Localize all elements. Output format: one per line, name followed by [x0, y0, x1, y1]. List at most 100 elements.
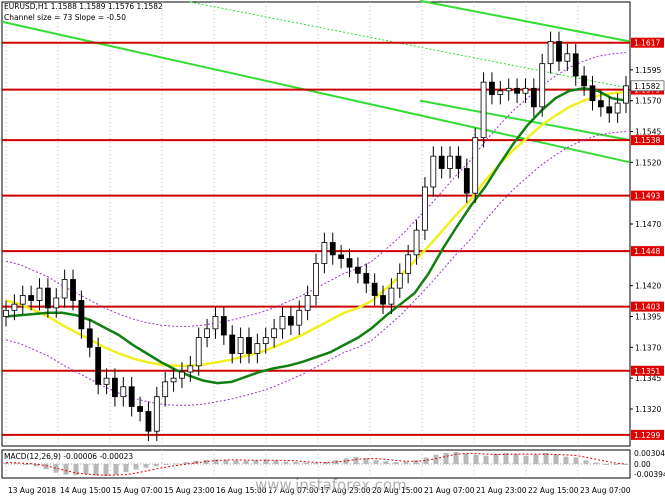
- y-tick-label: 1.1470: [635, 220, 661, 229]
- candle-body: [71, 280, 76, 301]
- macd-bar: [574, 458, 579, 464]
- candle-body: [246, 337, 251, 353]
- macd-bar: [404, 462, 409, 464]
- macd-bar: [474, 455, 479, 464]
- candle-body: [506, 88, 511, 90]
- macd-bar: [184, 462, 189, 464]
- y-tick-label: 1.1370: [635, 343, 661, 352]
- candle-body: [498, 91, 503, 95]
- macd-bar: [464, 454, 469, 464]
- macd-bar: [44, 464, 49, 469]
- macd-bar: [314, 463, 319, 464]
- candle-body: [347, 259, 352, 268]
- candle-body: [297, 310, 302, 325]
- x-tick-label: 15 Aug 07:00: [112, 486, 163, 495]
- candle-body: [540, 64, 545, 107]
- macd-bar: [384, 461, 389, 464]
- macd-bar: [374, 460, 379, 464]
- candle-body: [481, 82, 486, 137]
- macd-bar: [294, 462, 299, 464]
- macd-y-tick-label: -0.003944: [634, 470, 665, 479]
- x-tick-label: 14 Aug 15:00: [60, 486, 111, 495]
- macd-bar: [604, 464, 609, 465]
- macd-bar: [444, 453, 449, 464]
- candle-body: [221, 317, 226, 336]
- macd-bar: [244, 461, 249, 464]
- candle-body: [4, 310, 9, 316]
- macd-bar: [154, 464, 159, 466]
- candle-body: [556, 41, 561, 61]
- macd-bar: [124, 464, 129, 472]
- candle-body: [406, 255, 411, 273]
- candle-body: [473, 138, 478, 194]
- candle-body: [62, 280, 67, 299]
- macd-bar: [234, 460, 239, 464]
- candle-body: [238, 337, 243, 353]
- candle-body: [330, 243, 335, 255]
- candle-body: [322, 243, 327, 264]
- x-tick-label: 13 Aug 2018: [8, 486, 56, 495]
- watermark: www.instaforex.com: [255, 476, 407, 494]
- candle-body: [422, 187, 427, 230]
- candle-body: [431, 156, 436, 187]
- candle-body: [615, 103, 620, 113]
- macd-y-tick-label: 0.00: [634, 460, 651, 469]
- y-tick-label: 1.1395: [635, 313, 661, 322]
- candle-body: [364, 273, 369, 283]
- candle-body: [573, 54, 578, 76]
- candle-body: [12, 304, 17, 310]
- candle-body: [381, 296, 386, 305]
- candle-body: [20, 296, 25, 305]
- candle-body: [489, 82, 494, 94]
- candle-body: [531, 88, 536, 107]
- macd-bar: [104, 464, 109, 476]
- y-tick-label: 1.1520: [635, 158, 661, 167]
- candle-body: [121, 387, 126, 397]
- candle-body: [163, 382, 168, 397]
- candle-body: [230, 335, 235, 354]
- candle-body: [104, 378, 109, 384]
- candle-body: [79, 300, 84, 328]
- candle-body: [45, 288, 50, 308]
- candle-body: [146, 411, 151, 431]
- level-label: 1.1351: [634, 367, 660, 376]
- candle-body: [188, 366, 193, 372]
- channel-info: Channel size = 73 Slope = -0.50: [4, 13, 126, 22]
- macd-bar: [274, 460, 279, 464]
- y-tick-label: 1.1570: [635, 97, 661, 106]
- macd-bar: [484, 456, 489, 464]
- macd-bar: [64, 464, 69, 475]
- candle-body: [565, 54, 570, 61]
- macd-bar: [624, 464, 629, 465]
- macd-bar: [254, 460, 259, 464]
- macd-bar: [564, 457, 569, 464]
- candle-body: [205, 329, 210, 338]
- x-tick-label: 15 Aug 23:00: [164, 486, 215, 495]
- candle-body: [414, 230, 419, 255]
- candle-body: [548, 41, 553, 63]
- macd-bar: [304, 463, 309, 464]
- macd-bar: [614, 464, 619, 465]
- y-tick-label: 1.1420: [635, 282, 661, 291]
- symbol-header: EURUSD,H1 1.1588 1.1589 1.1576 1.1582: [4, 2, 163, 11]
- candle-body: [112, 378, 117, 397]
- macd-bar: [354, 457, 359, 464]
- channel-line-upper: [420, 1, 630, 42]
- candle-body: [439, 156, 444, 168]
- y-tick-label: 1.1320: [635, 405, 661, 414]
- macd-bar: [434, 455, 439, 464]
- candle-body: [280, 317, 285, 329]
- macd-bar: [554, 455, 559, 464]
- macd-bar: [494, 454, 499, 464]
- candle-body: [397, 273, 402, 288]
- macd-label: MACD(12,26,9) -0.00006 -0.00023: [4, 452, 133, 461]
- x-tick-label: 23 Aug 07:00: [580, 486, 631, 495]
- candle-body: [305, 296, 310, 311]
- candle-body: [213, 317, 218, 329]
- candle-body: [624, 86, 629, 103]
- x-tick-label: 21 Aug 07:00: [424, 486, 475, 495]
- macd-bar: [524, 456, 529, 464]
- macd-bar: [174, 464, 179, 465]
- candle-body: [54, 298, 59, 308]
